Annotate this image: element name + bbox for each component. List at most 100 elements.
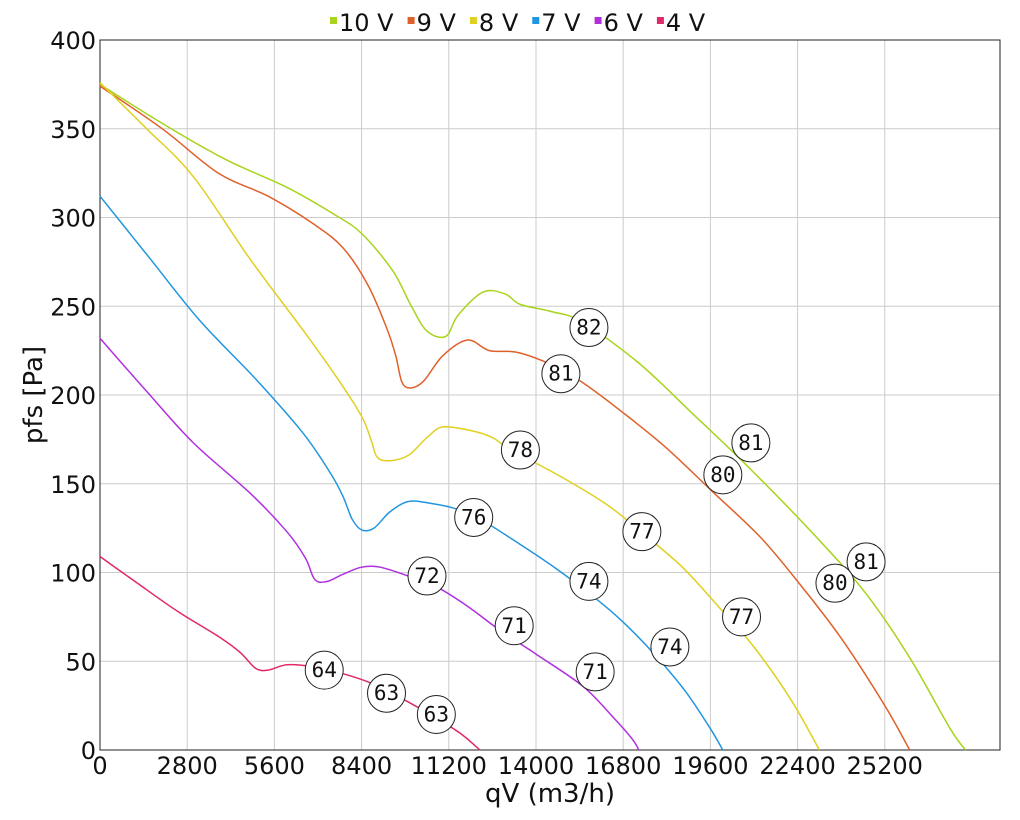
badge-circle	[416, 695, 456, 734]
badge-circle	[575, 652, 615, 692]
badge-label: 80	[822, 571, 847, 595]
efficiency-badge: 64	[304, 650, 344, 690]
legend-label: 9 V	[417, 9, 457, 37]
badge-circle	[731, 423, 771, 463]
efficiency-badge: 81	[731, 423, 771, 463]
y-tick-label: 0	[81, 737, 96, 765]
badge-circle	[367, 673, 407, 713]
x-tick-label: 14000	[498, 752, 574, 780]
y-axis-title: pfs [Pa]	[19, 346, 49, 444]
series-line-6v	[99, 337, 640, 751]
x-tick-label: 8400	[331, 752, 392, 780]
x-tick-label: 11200	[411, 752, 487, 780]
badge-circle	[622, 512, 662, 552]
badge-label: 78	[508, 438, 533, 462]
grid	[99, 39, 1000, 751]
y-tick-label: 100	[50, 560, 96, 588]
badge-label: 77	[729, 605, 754, 629]
x-tick-label: 22400	[759, 752, 835, 780]
y-tick-label: 50	[65, 648, 96, 676]
legend-label: 10 V	[339, 9, 394, 37]
badge-label: 82	[576, 316, 601, 340]
efficiency-badge: 74	[650, 627, 690, 667]
badge-label: 74	[657, 635, 682, 659]
legend-swatch	[469, 17, 477, 24]
legend-label: 4 V	[666, 9, 706, 37]
efficiency-badge: 81	[846, 542, 886, 582]
badge-label: 77	[629, 520, 654, 544]
legend-item: 10 V	[330, 9, 394, 37]
badge-label: 81	[548, 362, 573, 386]
legend-item: 9 V	[407, 9, 457, 37]
legend-item: 8 V	[469, 9, 519, 37]
legend-swatch	[407, 17, 415, 24]
badge-circle	[650, 627, 690, 667]
x-tick-label: 19600	[672, 752, 748, 780]
efficiency-badge: 77	[622, 512, 662, 552]
legend-item: 7 V	[532, 9, 581, 37]
badge-circle	[815, 563, 855, 603]
badge-circle	[407, 556, 447, 596]
series-line-8v	[99, 82, 821, 751]
badge-label: 71	[583, 660, 608, 684]
badge-circle	[304, 650, 344, 690]
efficiency-badge: 72	[407, 556, 447, 596]
badge-circle	[541, 354, 581, 394]
curves	[99, 82, 967, 751]
badge-label: 81	[738, 431, 763, 455]
legend: 10 V 9 V 8 V 7 V 6 V 4 V	[330, 9, 706, 37]
badge-circle	[569, 308, 609, 348]
y-tick-label: 350	[50, 116, 96, 144]
efficiency-badge: 82	[569, 308, 609, 348]
y-tick-label: 400	[50, 27, 96, 55]
legend-item: 6 V	[594, 9, 644, 37]
legend-label: 8 V	[479, 9, 519, 37]
badge-label: 76	[461, 505, 486, 529]
legend-swatch	[594, 17, 602, 24]
x-tick-label: 2800	[157, 752, 218, 780]
y-tick-label: 250	[50, 293, 96, 321]
efficiency-badge: 78	[500, 430, 540, 470]
legend-label: 7 V	[541, 9, 581, 37]
legend-item: 4 V	[656, 9, 706, 37]
legend-label: 6 V	[604, 9, 644, 37]
y-axis-ticks: 0 50 100 150 200 250 300 350 400	[50, 27, 96, 765]
badge-label: 63	[374, 681, 399, 705]
series-line-10v	[99, 83, 967, 751]
badge-label: 72	[414, 564, 439, 588]
efficiency-badge: 81	[541, 354, 581, 394]
y-tick-label: 300	[50, 205, 96, 233]
x-axis-title: qV (m3/h)	[485, 779, 615, 809]
efficiency-badge: 80	[815, 563, 855, 603]
badge-circle	[500, 430, 540, 470]
y-tick-label: 150	[50, 471, 96, 499]
series-line-7v	[99, 195, 724, 751]
badge-label: 64	[312, 658, 337, 682]
badge-circle	[722, 597, 762, 637]
efficiency-badge: 76	[454, 497, 494, 537]
x-axis-ticks: 0 2800 5600 8400 11200 14000 16800 19600 22400 25…	[92, 752, 923, 780]
efficiency-badge: 77	[722, 597, 762, 637]
x-tick-label: 0	[92, 752, 107, 780]
series-line-9v	[99, 85, 911, 751]
badge-circle	[846, 542, 886, 582]
badge-circle	[569, 561, 609, 601]
efficiency-badge: 63	[416, 695, 456, 734]
badge-label: 80	[710, 463, 735, 487]
y-tick-label: 200	[50, 382, 96, 410]
legend-swatch	[330, 17, 337, 24]
plot-frame	[99, 39, 1001, 751]
efficiency-badge: 74	[569, 561, 609, 601]
efficiency-badge: 80	[703, 455, 743, 495]
efficiency-badge: 71	[494, 606, 534, 646]
efficiency-badge: 63	[367, 673, 407, 713]
legend-swatch	[532, 17, 540, 24]
badge-circle	[454, 497, 494, 537]
badge-circle	[703, 455, 743, 495]
badge-label: 71	[502, 614, 527, 638]
badge-label: 74	[576, 569, 601, 593]
x-tick-label: 16800	[585, 752, 661, 780]
badge-circle	[494, 606, 534, 646]
